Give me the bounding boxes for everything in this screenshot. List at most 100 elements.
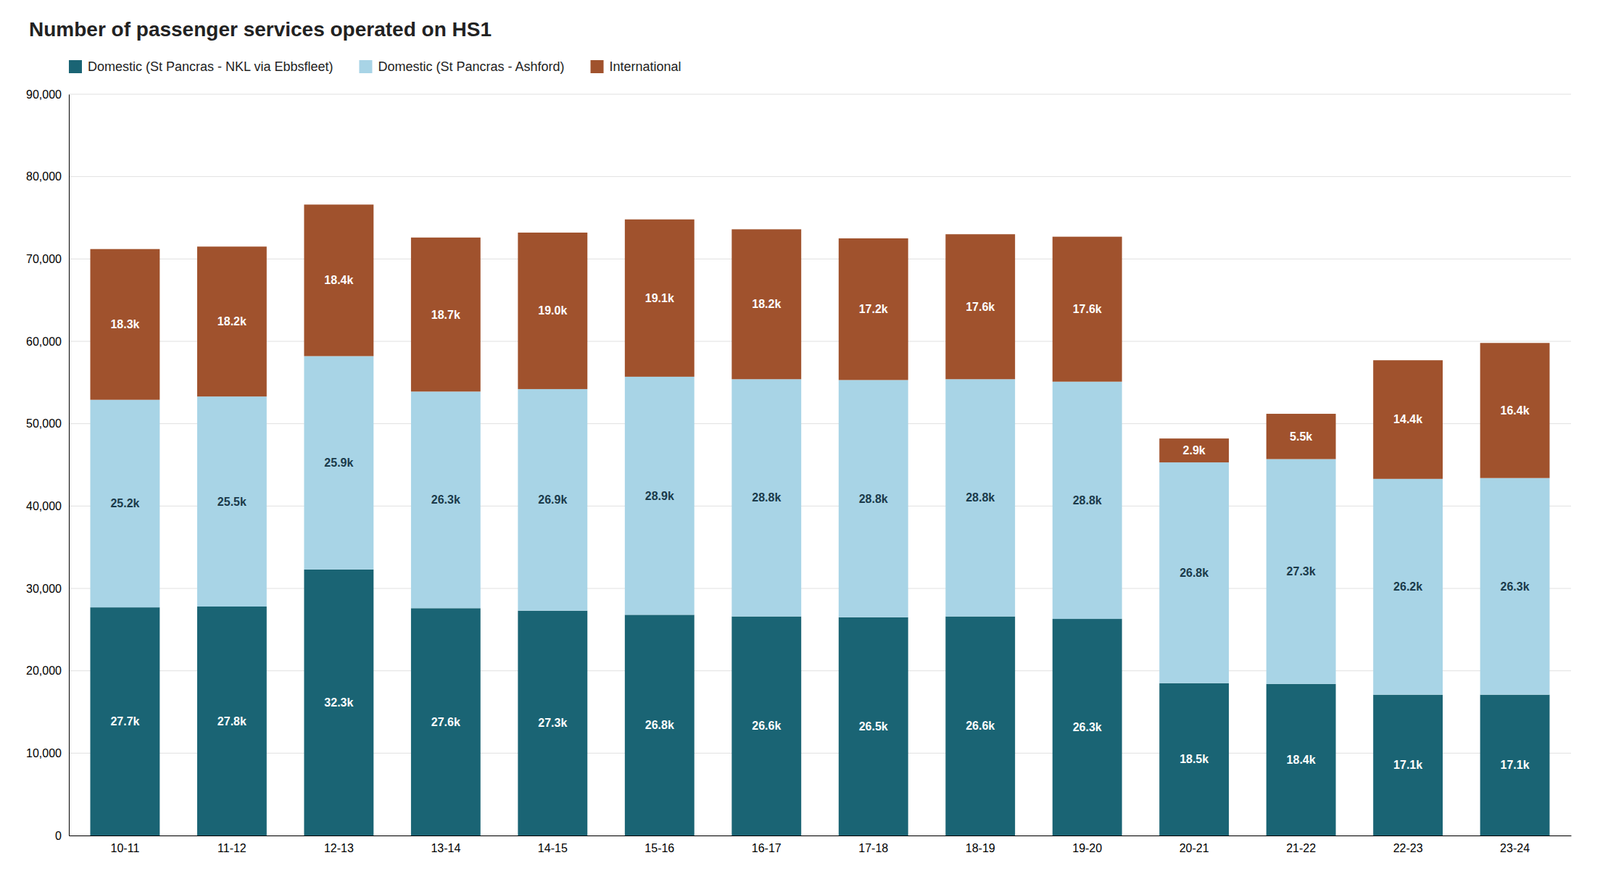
- tick-label: 10,000: [26, 747, 62, 760]
- data-label: 28.8k: [965, 491, 995, 504]
- legend: Domestic (St Pancras - NKL via Ebbsfleet…: [68, 59, 682, 74]
- grid-line: [68, 835, 1572, 837]
- data-label: 18.2k: [217, 315, 247, 328]
- legend-swatch: [68, 60, 82, 74]
- bar: [838, 379, 909, 617]
- data-label: 19.1k: [645, 292, 675, 305]
- tick-label: 70,000: [26, 253, 62, 266]
- data-label: 18.7k: [431, 308, 461, 322]
- tick-label: 10-11: [110, 842, 140, 855]
- tick-label: 19-20: [1072, 842, 1102, 855]
- tick-label: 18-19: [965, 842, 996, 855]
- bar: [1159, 462, 1229, 684]
- data-label: 32.3k: [324, 696, 354, 710]
- tick-label: 11-12: [217, 842, 247, 855]
- data-label: 26.5k: [859, 720, 889, 733]
- data-label: 26.9k: [537, 493, 567, 507]
- x-tick: 12-13: [324, 835, 354, 855]
- data-label: 17.1k: [1500, 759, 1530, 772]
- grid-line: [68, 588, 1572, 590]
- data-label: 18.5k: [1179, 753, 1209, 766]
- data-label: 27.7k: [110, 715, 140, 728]
- tick-label: 23-24: [1499, 842, 1530, 855]
- y-tick: 80,000: [26, 170, 69, 183]
- tick-label: 15-16: [644, 842, 675, 855]
- bar: [731, 229, 802, 380]
- tick-label: 90,000: [26, 88, 62, 101]
- bar: [838, 617, 909, 836]
- plot-area: 27.7k27.8k32.3k27.6k27.3k26.8k26.6k26.5k…: [26, 88, 1572, 856]
- title: Number of passenger services operated on…: [28, 18, 492, 41]
- legend-swatch: [358, 60, 372, 74]
- grid-line: [68, 670, 1572, 672]
- bar: [517, 611, 588, 836]
- y-axis: 010,00020,00030,00040,00050,00060,00070,…: [26, 88, 69, 843]
- data-label: 18.4k: [324, 274, 354, 287]
- bar: [1159, 683, 1229, 836]
- tick-label: 17-18: [858, 842, 889, 855]
- x-axis: 10-11 11-12 12-13 13-14 14-15 15-16 16-17 17-18…: [69, 835, 1572, 855]
- bar: [411, 608, 481, 836]
- series: [89, 204, 1550, 480]
- tick-label: 20,000: [26, 664, 62, 678]
- series: [89, 355, 1550, 695]
- bar: [1480, 695, 1550, 836]
- bar: [1159, 438, 1229, 463]
- axis-line: [69, 835, 1572, 837]
- data-label: 5.5k: [1289, 430, 1313, 443]
- bar: [89, 400, 160, 608]
- grid-line: [68, 94, 1572, 95]
- tick-label: 50,000: [26, 417, 62, 430]
- y-tick: 90,000: [26, 88, 69, 101]
- data-label: 25.2k: [110, 497, 140, 510]
- data-label: 17.6k: [1072, 303, 1102, 316]
- x-tick: 21-22: [1286, 835, 1316, 855]
- bar: [1266, 413, 1337, 460]
- x-tick: 14-15: [537, 835, 568, 855]
- tick-label: 30,000: [26, 582, 62, 596]
- bar: [838, 238, 909, 381]
- x-tick: 18-19: [965, 835, 996, 855]
- tick-label: 80,000: [26, 170, 62, 183]
- tick-label: 14-15: [537, 842, 568, 855]
- x-tick: 13-14: [430, 835, 461, 855]
- bar: [197, 396, 267, 607]
- bar: [1480, 478, 1550, 696]
- data-label: 25.9k: [324, 456, 354, 470]
- bar: [411, 391, 481, 609]
- data-label: 26.8k: [645, 719, 675, 732]
- x-tick: 16-17: [751, 835, 782, 855]
- y-tick: 30,000: [26, 582, 69, 596]
- y-tick: 20,000: [26, 664, 69, 678]
- bars: [89, 204, 1550, 836]
- data-label: 26.8k: [1179, 566, 1209, 580]
- bar: [945, 616, 1015, 836]
- y-tick: 60,000: [26, 335, 69, 348]
- data-label: 18.3k: [110, 318, 140, 331]
- data-label: 28.8k: [1072, 494, 1102, 507]
- data-label: 28.9k: [645, 490, 675, 503]
- bar: [517, 389, 588, 612]
- tick-label: 0: [55, 830, 62, 843]
- bar: [945, 379, 1015, 617]
- data-label: 28.8k: [859, 492, 889, 506]
- legend-item: Domestic (St Pancras - NKL via Ebbsfleet…: [68, 59, 333, 74]
- tick-label: 22-23: [1393, 842, 1424, 855]
- bar: [1373, 360, 1443, 480]
- data-label: 2.9k: [1183, 444, 1206, 457]
- data-label: 18.2k: [751, 297, 781, 311]
- bar: [1052, 237, 1123, 383]
- bar: [411, 237, 481, 393]
- bar: [624, 614, 695, 836]
- tick-label: 13-14: [430, 842, 461, 855]
- data-label: 27.3k: [537, 716, 567, 730]
- bar: [1266, 459, 1337, 685]
- grid-line: [68, 341, 1572, 343]
- data-label: 16.4k: [1500, 404, 1530, 417]
- y-tick: 70,000: [26, 253, 69, 266]
- tick-label: 20-21: [1179, 842, 1210, 855]
- y-tick: 50,000: [26, 417, 69, 430]
- bar: [1052, 382, 1123, 620]
- bar: [303, 569, 374, 836]
- grid-line: [68, 506, 1572, 507]
